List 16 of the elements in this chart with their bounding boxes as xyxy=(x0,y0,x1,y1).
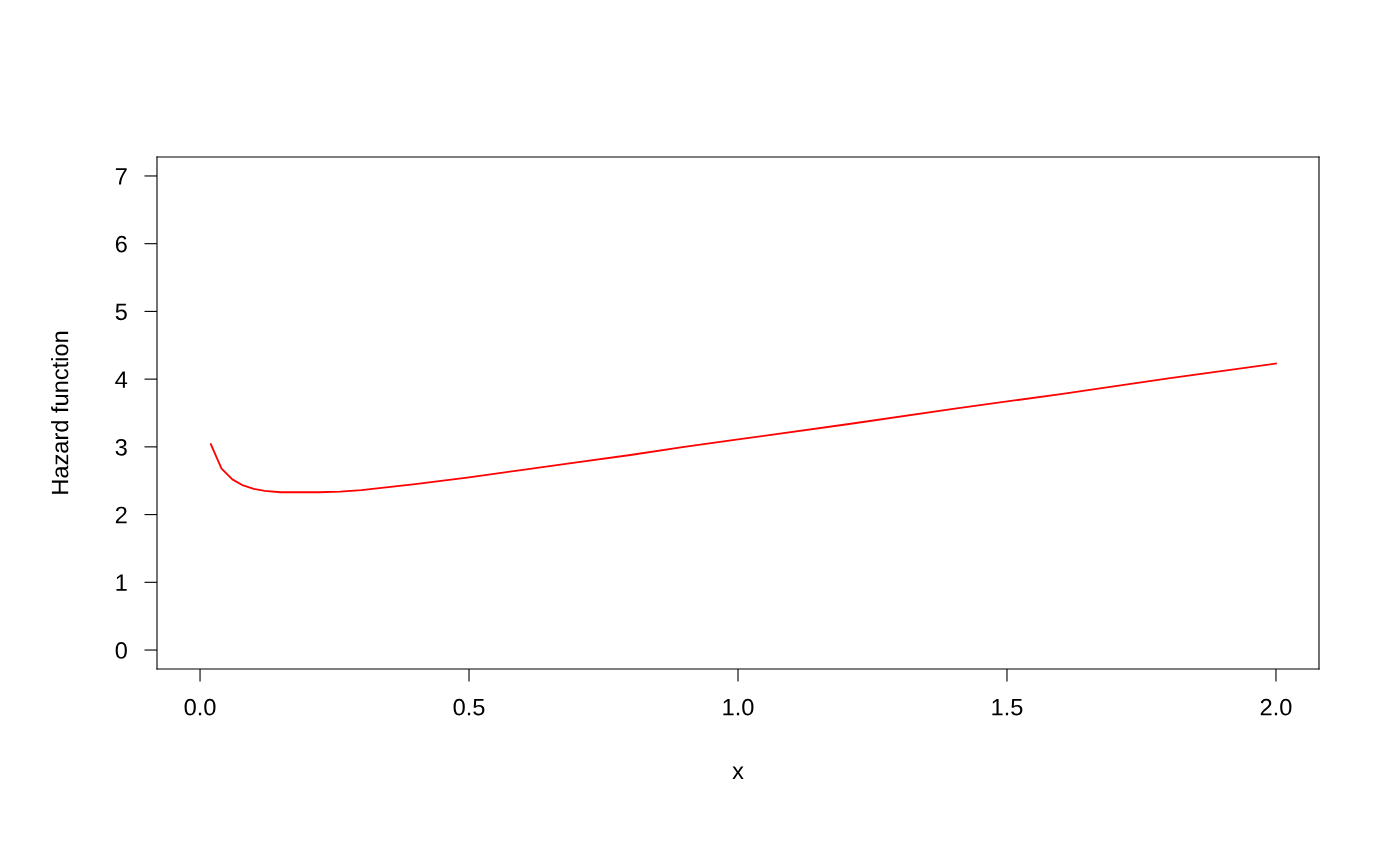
y-tick-label: 0 xyxy=(115,642,127,659)
y-tick-label: 4 xyxy=(115,371,128,388)
x-tick-label: 2.0 xyxy=(1260,698,1292,716)
x-axis-title: x xyxy=(732,766,744,779)
y-tick-label: 1 xyxy=(116,574,127,591)
x-tick-label: 0.0 xyxy=(184,698,216,716)
x-tick-label: 1.0 xyxy=(723,698,754,716)
y-tick-label: 5 xyxy=(115,303,127,321)
y-tick-label: 2 xyxy=(115,506,127,524)
y-tick-label: 6 xyxy=(115,235,127,253)
y-axis-title: Hazard function xyxy=(51,331,69,494)
y-tick-label: 7 xyxy=(115,168,127,185)
line-series xyxy=(209,362,1277,494)
x-tick-label: 1.5 xyxy=(992,699,1023,716)
y-tick-label: 3 xyxy=(115,438,127,456)
x-tick-label: 0.5 xyxy=(453,698,485,716)
